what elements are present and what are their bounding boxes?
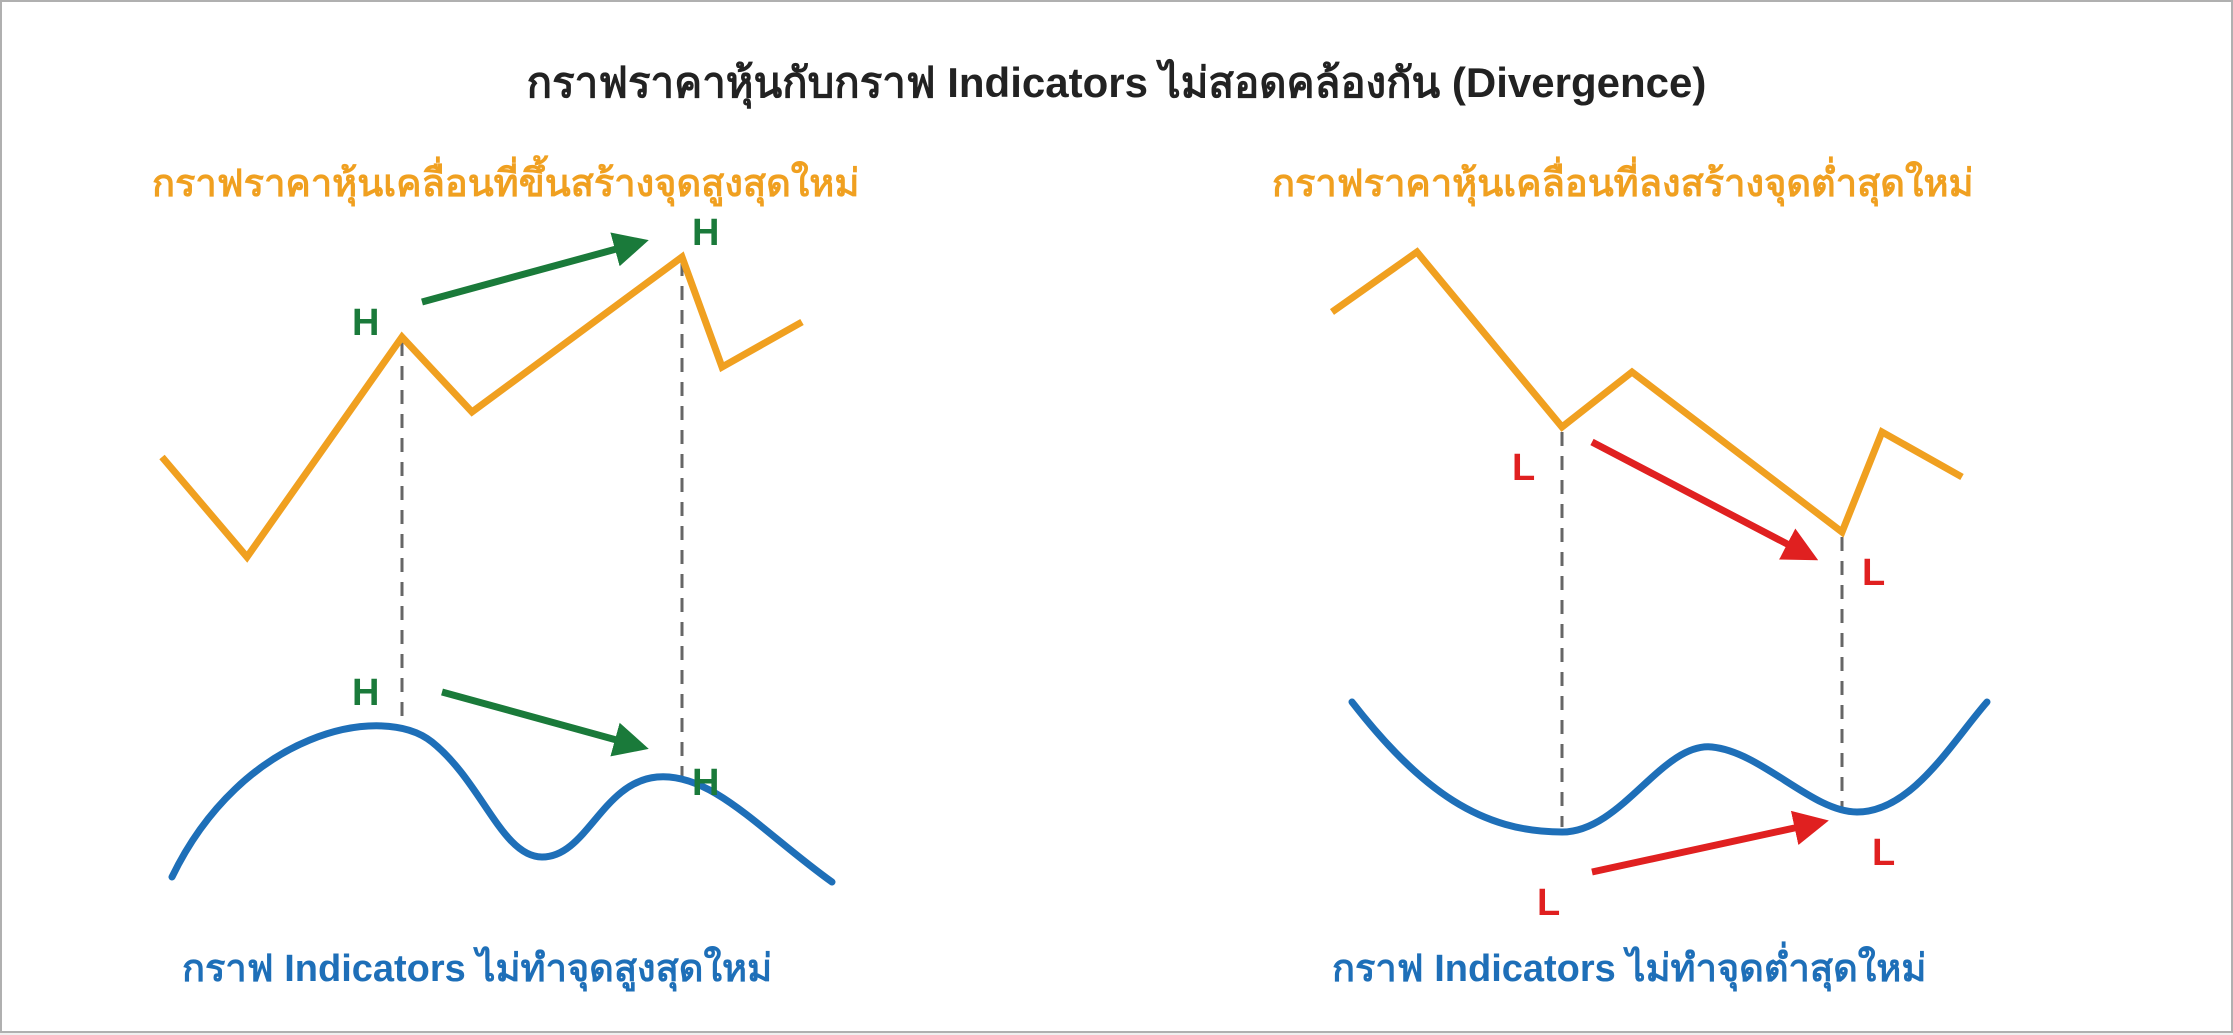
low-marker: L [1872,832,1895,875]
diagram-svg [2,2,2233,1035]
high-marker: H [352,672,379,715]
low-marker: L [1512,447,1535,490]
high-marker: H [692,762,719,805]
low-marker: L [1862,552,1885,595]
low-marker: L [1537,882,1560,925]
high-marker: H [352,302,379,345]
diagram-canvas: กราฟราคาหุ้นกับกราฟ Indicators ไม่สอดคล้… [0,0,2233,1033]
high-marker: H [692,212,719,255]
